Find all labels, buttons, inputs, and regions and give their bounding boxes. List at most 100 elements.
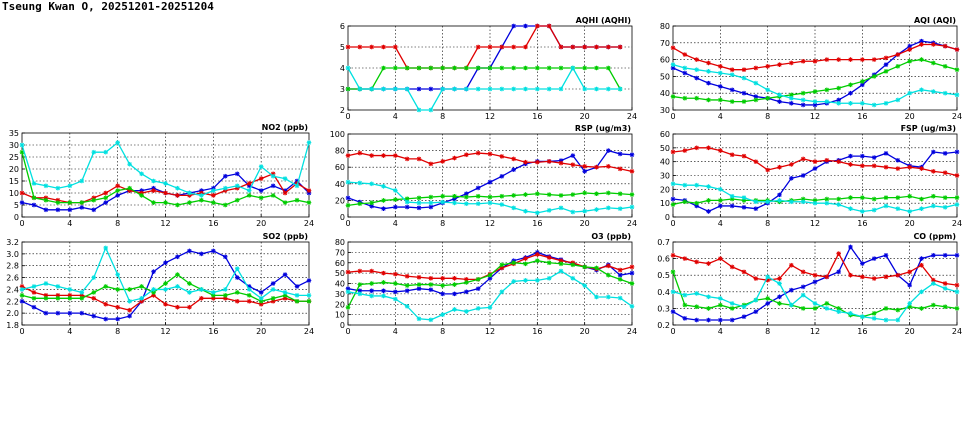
data-point-green [895, 64, 901, 69]
data-point-blue [163, 260, 168, 266]
data-point-red [357, 150, 363, 156]
data-point-green [139, 193, 144, 198]
data-point-blue [777, 99, 782, 104]
data-point-red [582, 44, 587, 50]
data-point-blue [694, 317, 699, 323]
data-point-red [907, 269, 912, 275]
data-point-red [706, 60, 711, 66]
data-point-red [582, 164, 587, 169]
y-tick-label: 70 [335, 248, 345, 257]
data-point-green [43, 197, 49, 203]
data-point-cyan [670, 289, 676, 295]
data-point-blue [789, 175, 794, 181]
data-point-blue [282, 272, 288, 277]
data-point-green [91, 290, 97, 295]
y-tick-label: 35 [9, 129, 19, 138]
data-point-red [919, 262, 924, 268]
data-point-cyan [954, 289, 960, 295]
data-point-red [428, 276, 434, 281]
data-point-blue [31, 202, 37, 208]
data-point-cyan [31, 181, 37, 186]
data-point-red [393, 153, 398, 158]
data-point-green [800, 90, 806, 96]
data-point-red [954, 47, 960, 52]
data-point-cyan [546, 276, 552, 281]
data-point-blue [55, 207, 61, 213]
data-point-blue [404, 204, 410, 210]
data-point-blue [270, 281, 276, 286]
data-point-red [19, 190, 25, 196]
data-point-cyan [706, 294, 711, 300]
y-tick-label: 60 [335, 259, 345, 268]
data-point-green [629, 281, 635, 286]
data-point-red [836, 159, 841, 164]
data-point-blue [871, 155, 877, 160]
data-point-red [860, 274, 865, 280]
data-point-blue [883, 62, 889, 67]
data-point-red [499, 154, 505, 159]
data-point-cyan [694, 182, 699, 188]
data-point-cyan [31, 284, 37, 289]
data-point-green [393, 65, 398, 71]
y-tick-label: 50 [660, 144, 670, 153]
chart-title: O3 (ppb) [591, 232, 631, 241]
y-tick-label: 20 [660, 185, 670, 194]
data-point-blue [741, 90, 747, 96]
data-point-cyan [954, 202, 960, 207]
series-line-red [348, 25, 621, 69]
data-point-blue [718, 317, 723, 323]
data-point-cyan [115, 140, 120, 145]
data-point-red [428, 161, 434, 167]
data-point-red [404, 156, 410, 162]
data-point-green [55, 296, 61, 301]
chart-title: CO (ppm) [913, 232, 956, 241]
x-tick-label: 16 [532, 219, 542, 228]
data-point-green [381, 65, 386, 71]
data-point-red [629, 264, 635, 270]
data-point-red [777, 276, 782, 281]
data-point-green [452, 193, 457, 199]
data-point-cyan [139, 296, 144, 301]
data-point-red [954, 173, 960, 178]
data-point-green [535, 65, 540, 71]
y-tick-label: 80 [335, 147, 345, 156]
data-point-green [115, 287, 120, 292]
data-point-blue [79, 310, 85, 316]
data-point-green [139, 284, 144, 289]
chart-title: RSP (ug/m3) [575, 124, 631, 133]
data-point-blue [741, 314, 747, 319]
data-point-cyan [812, 99, 818, 104]
data-point-blue [919, 256, 924, 261]
data-point-blue [682, 316, 688, 321]
data-point-green [381, 280, 386, 285]
data-point-red [127, 307, 132, 313]
data-point-cyan [682, 292, 688, 298]
data-point-red [369, 268, 374, 274]
data-point-green [103, 284, 109, 289]
y-tick-label: 10 [660, 199, 670, 208]
data-point-green [294, 298, 300, 304]
data-point-cyan [558, 205, 564, 211]
data-point-blue [848, 244, 853, 250]
data-point-cyan [546, 208, 552, 213]
data-point-green [706, 306, 711, 311]
data-point-red [907, 164, 912, 170]
data-point-cyan [523, 278, 528, 283]
x-tick-label: 8 [440, 112, 445, 121]
data-point-green [706, 97, 711, 103]
data-point-cyan [848, 311, 853, 316]
data-point-cyan [487, 305, 493, 310]
data-point-blue [428, 287, 434, 293]
data-point-green [682, 302, 688, 308]
data-point-blue [860, 261, 865, 266]
y-tick-label: 2.2 [6, 297, 19, 306]
y-tick-label: 30 [660, 106, 670, 115]
data-point-cyan [416, 316, 422, 322]
data-point-green [860, 195, 865, 200]
y-tick-label: 10 [335, 311, 345, 320]
data-point-cyan [404, 86, 410, 92]
data-point-cyan [282, 290, 288, 295]
data-point-cyan [594, 294, 599, 300]
data-point-cyan [718, 70, 723, 76]
data-point-green [475, 65, 481, 71]
